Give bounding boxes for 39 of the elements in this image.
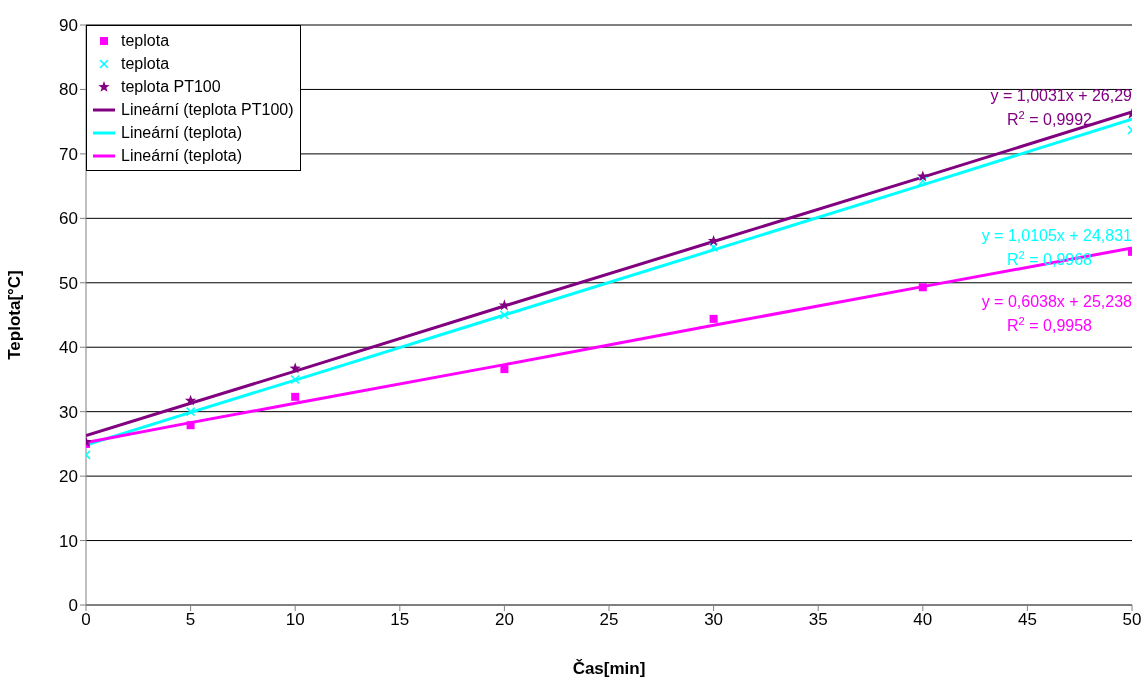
x-tick-label: 5 [185,610,196,630]
x-tick-label: 50 [1122,610,1142,630]
x-tick-label: 45 [1017,610,1037,630]
y-tick-label: 60 [59,209,78,229]
legend-label: teplota [121,54,170,73]
y-tick-label: 70 [59,144,78,164]
legend-label: teplota PT100 [121,77,221,96]
x-axis-title: Čas[min] [572,659,646,678]
point [289,362,301,374]
y-axis-title: Teplota[°C] [5,270,25,360]
legend-label: Lineární (teplota) [121,123,242,142]
point [918,283,927,292]
x-tick-label: 15 [390,610,410,630]
y-tick-label: 40 [59,338,78,358]
point [291,392,300,401]
annotation: y = 0,6038x + 25,238 R$^{2}$ = 0,9958 [981,292,1133,334]
y-tick-label: 90 [59,16,78,36]
x-tick-label: 25 [599,610,619,630]
legend-label: Lineární (teplota) [121,146,242,165]
point [917,170,929,182]
x-tick-label: 20 [494,610,514,630]
y-tick-label: 50 [59,273,78,293]
y-tick-label: 30 [59,402,78,422]
y-tick-label: 80 [59,80,78,100]
x-tick-label: 10 [285,610,305,630]
point [186,421,195,430]
point [500,365,509,374]
y-tick-label: 20 [59,467,78,487]
annotation: y = 1,0031x + 26,29 R$^{2}$ = 0,9992 [990,87,1133,128]
x-tick-label: 35 [808,610,828,630]
legend-label: teplota [121,31,170,50]
y-tick-label: 10 [59,531,78,551]
legend-label: Lineární (teplota PT100) [121,100,294,119]
point [184,394,197,406]
x-tick-label: 40 [913,610,933,630]
x-tick-label: 30 [704,610,724,630]
y-tick-label: 0 [68,596,78,616]
point [709,314,718,323]
x-tick-label: 0 [81,610,91,630]
